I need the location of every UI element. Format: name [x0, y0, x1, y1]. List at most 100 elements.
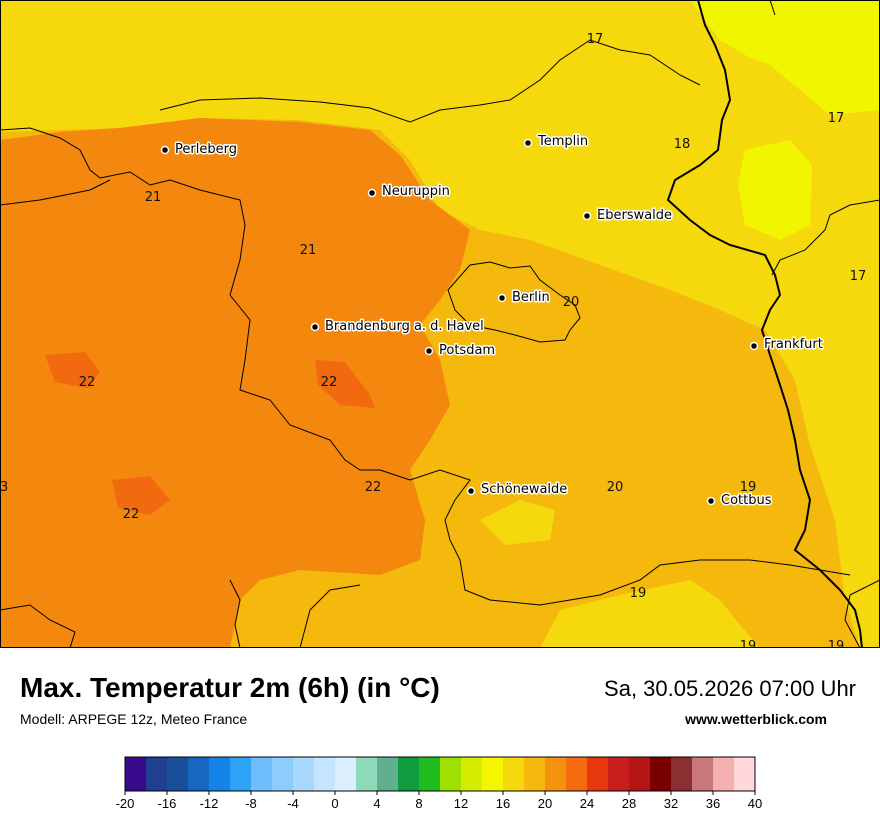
city-label: Frankfurt [764, 337, 823, 352]
legend-swatch [482, 757, 504, 791]
city-schoenewalde[interactable]: Schönewalde [466, 481, 569, 499]
legend-swatch [356, 757, 378, 791]
legend-swatch [545, 757, 567, 791]
legend-swatch [440, 757, 462, 791]
zone-17-ne [690, 0, 880, 115]
legend-swatch [587, 757, 609, 791]
isotherm-label: 22 [321, 375, 338, 390]
legend-tick-label: 8 [415, 796, 422, 811]
city-frankfurt[interactable]: Frankfurt [749, 336, 824, 354]
legend-swatch [671, 757, 693, 791]
legend-swatches [125, 757, 756, 791]
city-berlin[interactable]: Berlin [497, 289, 551, 307]
city-label: Schönewalde [481, 482, 567, 497]
zone-23-b [315, 360, 375, 408]
city-markers: Perleberg Templin Neuruppin Eberswalde B… [160, 133, 824, 510]
legend-tick-label: 16 [496, 796, 510, 811]
legend-swatch [146, 757, 168, 791]
legend-swatch [272, 757, 294, 791]
isotherm-label: 18 [674, 137, 691, 152]
legend-swatch [650, 757, 672, 791]
legend-swatch [419, 757, 441, 791]
city-brandenburg[interactable]: Brandenburg a. d. Havel [310, 318, 485, 336]
zone-18-south [540, 580, 760, 648]
legend-tick-label: 36 [706, 796, 720, 811]
color-legend: -20 -16 -12 -8 -4 0 4 8 12 16 20 24 28 32 36 40 [116, 756, 762, 811]
isotherm-label: 19 [828, 639, 845, 648]
city-perleberg[interactable]: Perleberg [160, 141, 238, 159]
legend-swatch [524, 757, 546, 791]
isotherm-label: 19 [740, 480, 757, 495]
model-subtitle: Modell: ARPEGE 12z, Meteo France [20, 711, 248, 727]
isotherm-label: 20 [563, 295, 580, 310]
legend-tick-label: -8 [245, 796, 257, 811]
legend-tick-label: -20 [116, 796, 135, 811]
legend-swatch [167, 757, 189, 791]
isotherm-label: 21 [300, 243, 317, 258]
legend-swatch [377, 757, 399, 791]
legend-swatch [188, 757, 210, 791]
legend-swatch [230, 757, 252, 791]
legend-swatch [629, 757, 651, 791]
city-label: Berlin [512, 290, 550, 305]
legend-ticks: -20 -16 -12 -8 -4 0 4 8 12 16 20 24 28 32 36 40 [116, 791, 762, 811]
legend-tick-label: 12 [454, 796, 468, 811]
legend-swatch [293, 757, 315, 791]
website-link[interactable]: www.wetterblick.com [685, 711, 827, 727]
city-label: Brandenburg a. d. Havel [325, 319, 484, 334]
zone-23-a [45, 352, 100, 388]
isotherm-label: 19 [630, 586, 647, 601]
city-potsdam[interactable]: Potsdam [424, 342, 497, 360]
city-templin[interactable]: Templin [523, 133, 590, 151]
isotherm-label: 17 [828, 111, 845, 126]
forecast-datetime: Sa, 30.05.2026 07:00 Uhr [604, 676, 856, 701]
city-label: Eberswalde [597, 208, 672, 223]
map-title: Max. Temperatur 2m (6h) (in °C) [20, 672, 440, 703]
legend-tick-label: 32 [664, 796, 678, 811]
city-label: Cottbus [721, 493, 772, 508]
zone-18 [0, 0, 880, 648]
legend-tick-label: 0 [331, 796, 338, 811]
city-eberswalde[interactable]: Eberswalde [582, 207, 674, 225]
zone-22 [0, 118, 470, 648]
city-cottbus[interactable]: Cottbus [706, 492, 773, 510]
city-label: Neuruppin [382, 184, 450, 199]
legend-tick-label: 4 [373, 796, 380, 811]
national-border [666, 0, 863, 648]
legend-swatch [713, 757, 735, 791]
legend-swatch [692, 757, 714, 791]
legend-tick-label: -16 [158, 796, 177, 811]
state-boundaries [0, 0, 880, 648]
isotherm-label: 17 [850, 269, 867, 284]
isotherm-label: 20 [607, 480, 624, 495]
city-label: Perleberg [175, 142, 237, 157]
legend-tick-label: -12 [200, 796, 219, 811]
temperature-map: 17 18 17 17 21 21 20 22 22 22 22 20 19 1… [0, 0, 880, 648]
isotherm-label: 21 [145, 190, 162, 205]
city-label: Potsdam [439, 343, 495, 358]
legend-tick-label: 28 [622, 796, 636, 811]
legend-swatch [125, 757, 147, 791]
zone-17-e [738, 140, 812, 240]
isotherm-label: 22 [79, 375, 96, 390]
isotherm-label: 19 [740, 639, 757, 648]
legend-swatch [314, 757, 336, 791]
legend-tick-label: 24 [580, 796, 594, 811]
legend-swatch [503, 757, 525, 791]
legend-tick-label: -4 [287, 796, 299, 811]
legend-tick-label: 40 [748, 796, 762, 811]
legend-swatch [461, 757, 483, 791]
isotherm-label: 3 [0, 480, 8, 495]
city-label: Templin [537, 134, 588, 149]
legend-swatch [734, 757, 756, 791]
isotherm-labels: 17 18 17 17 21 21 20 22 22 22 22 20 19 1… [0, 32, 866, 648]
legend-swatch [335, 757, 357, 791]
city-neuruppin[interactable]: Neuruppin [367, 183, 451, 201]
isotherm-label: 22 [365, 480, 382, 495]
isotherm-label: 17 [587, 32, 604, 47]
legend-swatch [566, 757, 588, 791]
legend-swatch [251, 757, 273, 791]
isotherm-label: 22 [123, 507, 140, 522]
zone-18-spot [480, 500, 555, 545]
legend-tick-label: 20 [538, 796, 552, 811]
